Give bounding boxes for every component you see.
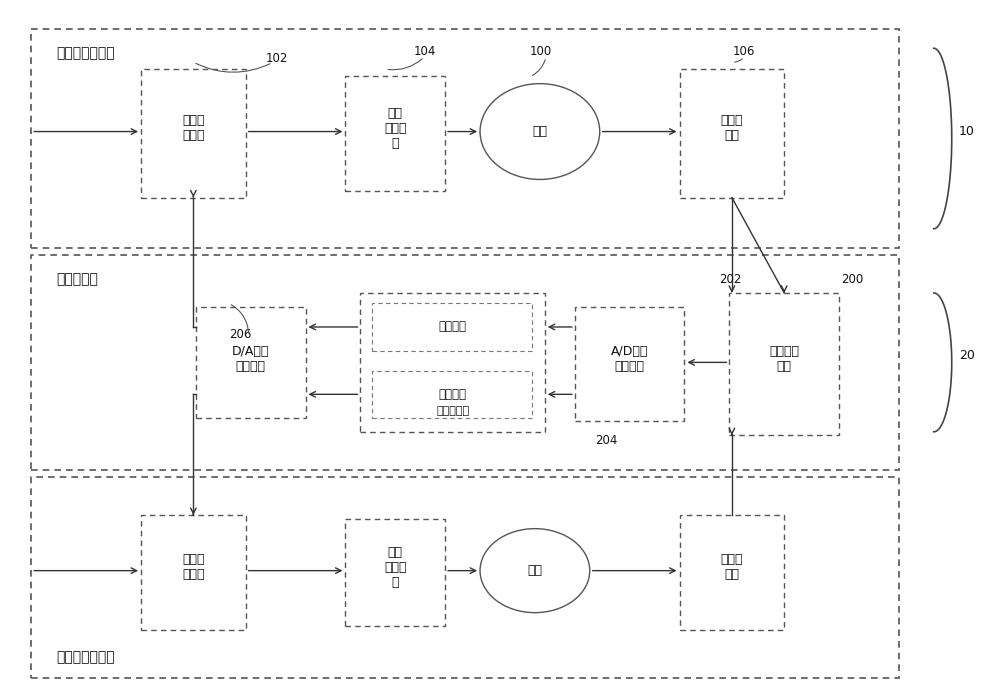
Text: D/A数据
转换模块: D/A数据 转换模块 xyxy=(232,345,269,373)
Text: 电机: 电机 xyxy=(532,125,547,138)
Text: 电机: 电机 xyxy=(527,564,542,577)
Bar xyxy=(141,515,246,629)
Bar xyxy=(31,477,899,678)
Text: 补偿器模块: 补偿器模块 xyxy=(436,406,469,415)
Text: 10: 10 xyxy=(959,125,975,138)
Text: 幅値补偿: 幅値补偿 xyxy=(438,388,466,401)
Bar xyxy=(680,515,784,629)
Bar xyxy=(196,307,306,418)
Text: 102: 102 xyxy=(266,52,288,65)
Text: 206: 206 xyxy=(229,328,251,341)
Text: 传感器
模块: 传感器 模块 xyxy=(721,553,743,581)
Bar xyxy=(345,519,445,626)
Text: 106: 106 xyxy=(732,45,755,58)
Text: 20: 20 xyxy=(959,349,975,362)
Text: 电机
驱动模
块: 电机 驱动模 块 xyxy=(384,107,407,150)
Bar xyxy=(31,255,899,470)
Bar xyxy=(575,307,684,422)
Bar xyxy=(729,293,839,436)
Bar xyxy=(372,303,532,351)
Bar xyxy=(141,69,246,197)
Text: A/D数据
转换模块: A/D数据 转换模块 xyxy=(611,345,648,373)
Text: 204: 204 xyxy=(595,434,617,447)
Text: 202: 202 xyxy=(719,273,742,286)
Bar xyxy=(680,69,784,197)
Text: 电机
驱动模
块: 电机 驱动模 块 xyxy=(384,546,407,589)
Text: 200: 200 xyxy=(841,273,863,286)
Bar xyxy=(360,293,545,432)
Bar xyxy=(345,76,445,190)
Text: 电机串级控制部: 电机串级控制部 xyxy=(56,650,115,664)
Text: 传感器
模块: 传感器 模块 xyxy=(721,114,743,142)
Text: 104: 104 xyxy=(413,45,436,58)
Text: 同步控制部: 同步控制部 xyxy=(56,272,98,286)
Text: 数据采集
模块: 数据采集 模块 xyxy=(769,345,799,373)
Bar xyxy=(372,371,532,418)
Text: 100: 100 xyxy=(530,45,552,58)
Bar xyxy=(31,29,899,248)
Text: 相角补偿: 相角补偿 xyxy=(438,321,466,333)
Text: 电机控
制模块: 电机控 制模块 xyxy=(182,553,205,581)
Text: 电机控
制模块: 电机控 制模块 xyxy=(182,114,205,142)
Text: 电机串级控制部: 电机串级控制部 xyxy=(56,47,115,61)
